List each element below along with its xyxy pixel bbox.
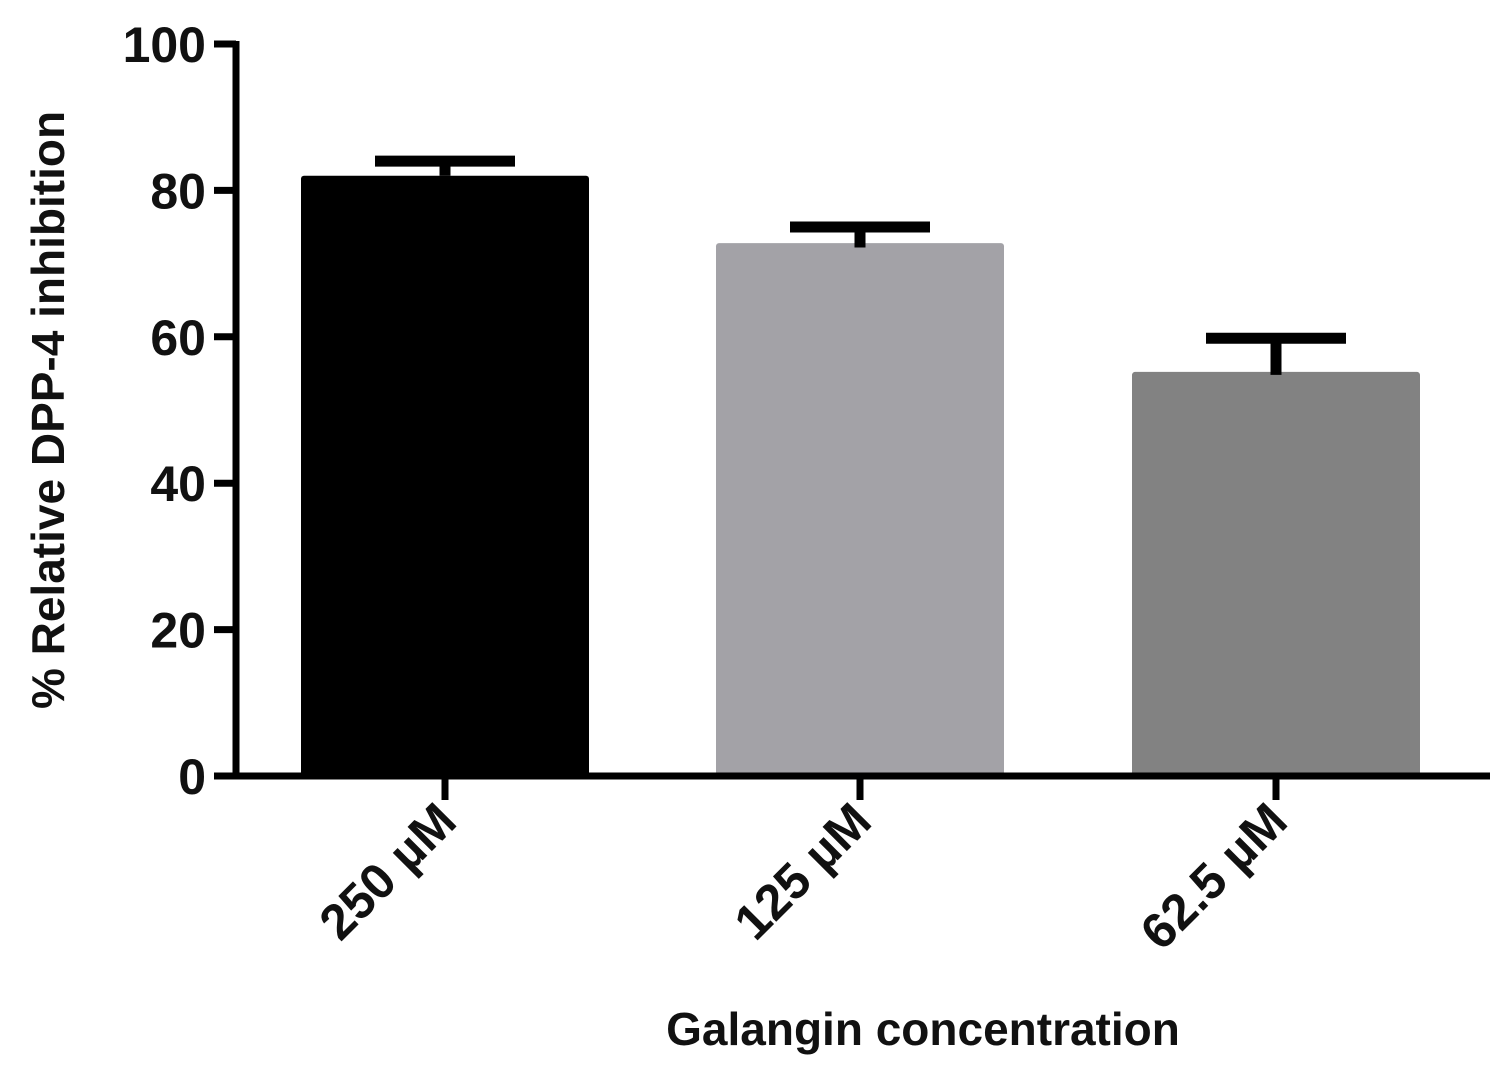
y-tick-label: 60 <box>150 310 206 366</box>
bar-2 <box>1132 371 1420 776</box>
y-tick-label: 0 <box>178 749 206 805</box>
error-bars-layer <box>375 155 1346 375</box>
x-ticks: 250 µM 125 µM 62.5 µM <box>309 776 1298 960</box>
y-tick-label: 100 <box>123 17 206 73</box>
error-bar-2 <box>1206 332 1346 375</box>
bar-1 <box>716 243 1004 776</box>
x-axis-title: Galangin concentration <box>666 1003 1180 1055</box>
y-tick-label: 80 <box>150 163 206 219</box>
error-bar-1 <box>790 221 930 248</box>
y-tick-label: 40 <box>150 456 206 512</box>
error-bar-0 <box>375 155 515 176</box>
bar-0 <box>301 175 589 776</box>
y-tick-label: 20 <box>150 603 206 659</box>
x-tick-label: 62.5 µM <box>1130 792 1298 960</box>
y-ticks: 0 20 40 60 80 100 <box>123 17 236 805</box>
x-tick-label: 125 µM <box>724 792 882 950</box>
y-axis-title: % Relative DPP-4 inhibition <box>22 111 74 709</box>
bars-layer <box>301 175 1420 776</box>
x-tick-label: 250 µM <box>309 792 467 950</box>
